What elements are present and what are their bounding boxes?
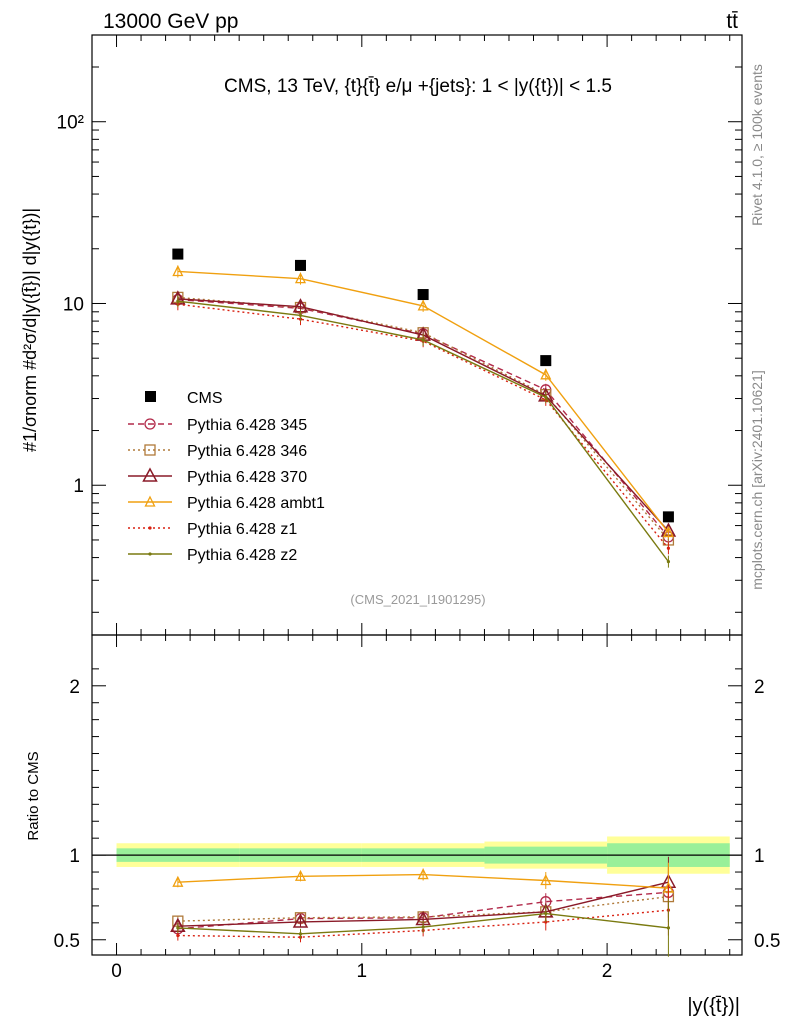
main-y-axis-label: #1/σnorm #d²σ/d|y({t̄})| d|y({t})|: [20, 208, 40, 452]
legend-marker: [148, 526, 152, 530]
ratio-series-marker: [417, 868, 429, 880]
legend-marker: [144, 444, 156, 456]
ratio-series-marker: [176, 933, 180, 938]
legend-label: Pythia 6.428 370: [187, 469, 307, 486]
series-marker: [421, 338, 425, 342]
series-marker: [540, 368, 552, 380]
mcplots-label: mcplots.cern.ch [arXiv:2401.10621]: [749, 370, 765, 589]
ratio-series-marker: [544, 911, 548, 916]
legend-marker: [148, 552, 152, 556]
header-process-label: tt̄: [726, 10, 738, 33]
ratio-plot-frame: [91, 634, 743, 956]
legend-marker-cms: [145, 391, 156, 402]
ratio-y-tick-label: 1: [69, 846, 80, 867]
series-marker: [662, 525, 674, 538]
header-energy-label: 13000 GeV pp: [103, 10, 238, 33]
ratio-y-axis-label: Ratio to CMS: [25, 751, 42, 840]
ratio-series-marker: [294, 869, 307, 881]
ratio-y-tick-label: 0.5: [54, 931, 80, 952]
main-panel: 1 10 10²: [57, 34, 743, 636]
y-tick-label: 10: [63, 294, 84, 315]
legend-marker: [142, 467, 158, 482]
legend-label-cms: CMS: [187, 390, 223, 407]
main-plot-frame: [91, 34, 743, 636]
series-marker: [417, 299, 429, 311]
cms-data-point: [172, 248, 184, 260]
x-tick-label: 0: [111, 961, 122, 982]
chart-title: CMS, 13 TeV, {t}{t̄} e/μ +{jets}: 1 < |y…: [224, 76, 612, 97]
ratio-series-marker: [666, 926, 671, 930]
legend-label: Pythia 6.428 ambt1: [187, 495, 325, 512]
ratio-series-marker: [298, 932, 303, 936]
ratio-y-tick-label-right: 2: [754, 677, 765, 698]
series-marker: [176, 299, 180, 303]
series-line: [177, 298, 669, 538]
series-marker: [544, 395, 548, 399]
ratio-series-marker: [421, 925, 425, 929]
x-tick-label: 1: [357, 961, 368, 982]
cms-data-point: [294, 259, 306, 271]
x-tick-label: 2: [602, 961, 613, 982]
legend: Pythia 6.428 345 Pythia 6.428 346 Pythia 6…: [128, 390, 325, 564]
ratio-series-marker: [176, 926, 180, 930]
legend-label: Pythia 6.428 z2: [187, 547, 297, 564]
ratio-series-marker: [540, 874, 552, 886]
ratio-y-tick-label: 2: [69, 677, 80, 698]
ratio-panel: 0 1 2 0.5 0.5 1 1 2 2: [54, 634, 780, 982]
legend-label: Pythia 6.428 345: [187, 417, 307, 434]
legend-label: Pythia 6.428 z1: [187, 521, 297, 538]
cms-data-point: [540, 355, 552, 367]
y-tick-label: 1: [73, 476, 84, 497]
ratio-y-tick-label-right: 1: [754, 846, 765, 867]
y-tick-label: 10²: [57, 113, 84, 134]
ratio-y-tick-label-right: 0.5: [754, 931, 780, 952]
analysis-tag: (CMS_2021_I1901295): [350, 592, 485, 607]
series-marker: [666, 546, 671, 550]
rivet-version-label: Rivet 4.1.0, ≥ 100k events: [749, 64, 765, 226]
x-axis-label: |y({t̄})|: [687, 995, 740, 1017]
series-marker: [298, 313, 303, 317]
ratio-series-marker: [172, 875, 184, 887]
series-marker: [294, 272, 307, 284]
legend-marker: [144, 495, 156, 507]
legend-label: Pythia 6.428 346: [187, 443, 307, 460]
legend-marker: [144, 418, 156, 430]
ratio-series-marker: [292, 913, 309, 928]
cms-data-point: [417, 289, 429, 301]
cms-data-point: [662, 511, 674, 523]
series-marker: [172, 265, 184, 277]
series-marker: [666, 560, 671, 564]
